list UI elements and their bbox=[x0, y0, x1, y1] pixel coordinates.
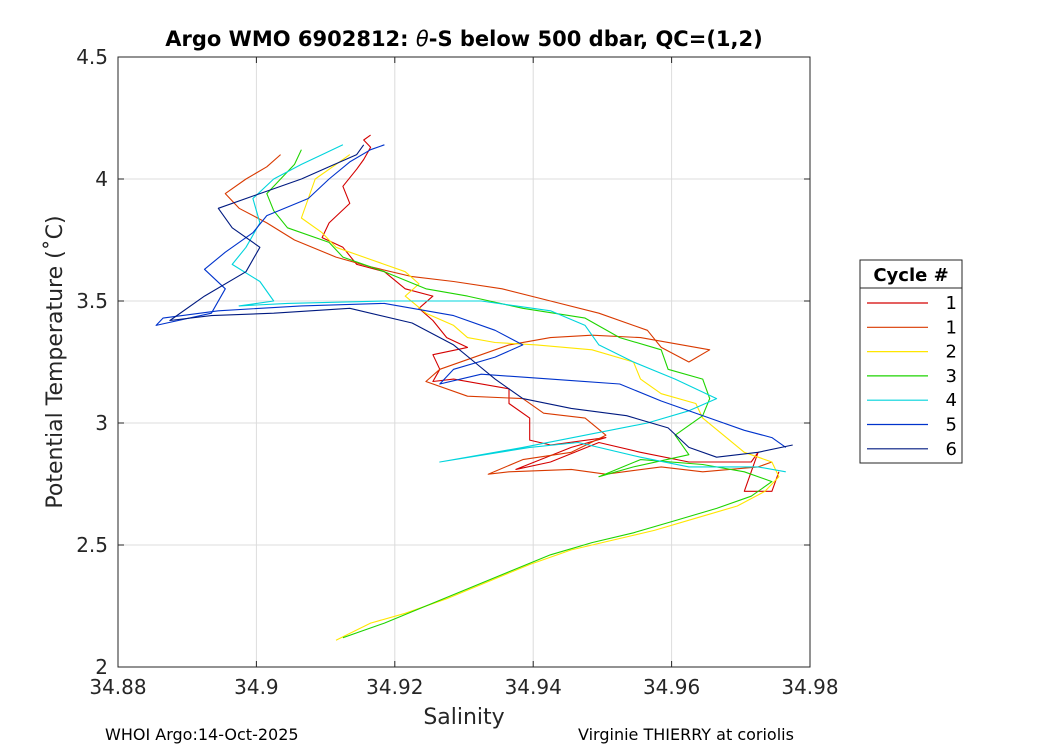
footer-left: WHOI Argo:14-Oct-2025 bbox=[105, 725, 299, 744]
legend-title: Cycle # bbox=[873, 265, 948, 286]
series-line-cycle-3-3 bbox=[266, 149, 773, 639]
legend-items: 1 1 2 3 4 5 6 bbox=[867, 293, 957, 460]
chart-title-suffix: -S below 500 dbar, QC=(1,2) bbox=[429, 27, 763, 51]
legend-label: 3 bbox=[946, 366, 957, 387]
series-line-cycle-4-4 bbox=[231, 144, 786, 473]
series-line-cycle-2-2 bbox=[300, 154, 780, 641]
x-tick-label: 34.98 bbox=[781, 675, 838, 699]
chart-title: Argo WMO 6902812: θ-S below 500 dbar, QC… bbox=[165, 27, 762, 51]
series-layer bbox=[155, 134, 793, 641]
y-tick-label: 2 bbox=[95, 655, 108, 679]
x-tick-label: 34.96 bbox=[643, 675, 700, 699]
legend-box bbox=[859, 259, 963, 464]
grid-lines bbox=[118, 57, 810, 667]
axis-ticks: 34.88 34.9 34.92 34.94 34.96 34.98 2 2.5 3 3.5 4 4.… bbox=[76, 45, 838, 699]
chart-title-theta: θ bbox=[416, 27, 429, 51]
y-tick-label: 4.5 bbox=[76, 45, 108, 69]
x-axis-label: Salinity bbox=[423, 705, 504, 730]
y-axis-label: Potential Temperature (˚C) bbox=[43, 215, 68, 508]
legend-label: 4 bbox=[946, 390, 957, 411]
legend-label: 6 bbox=[946, 439, 957, 460]
x-tick-label: 34.9 bbox=[234, 675, 279, 699]
legend-label: 1 bbox=[946, 293, 957, 314]
y-tick-label: 2.5 bbox=[76, 533, 108, 557]
y-tick-label: 4 bbox=[95, 167, 108, 191]
series-line-cycle-5-5 bbox=[155, 144, 787, 448]
legend-label: 5 bbox=[946, 415, 957, 436]
y-tick-label: 3 bbox=[95, 411, 108, 435]
footer-right: Virginie THIERRY at coriolis bbox=[578, 725, 794, 744]
x-tick-label: 34.88 bbox=[89, 675, 146, 699]
legend-label: 1 bbox=[946, 317, 957, 338]
x-tick-label: 34.94 bbox=[505, 675, 562, 699]
legend: Cycle # 1 1 2 3 4 5 6 bbox=[859, 259, 963, 464]
series-line-cycle-6-6 bbox=[169, 144, 793, 458]
axes-box bbox=[117, 56, 811, 668]
legend-label: 2 bbox=[946, 342, 957, 363]
x-tick-label: 34.92 bbox=[366, 675, 423, 699]
chart-title-prefix: Argo WMO 6902812: bbox=[165, 27, 416, 51]
y-tick-label: 3.5 bbox=[76, 289, 108, 313]
series-line-cycle-1-1 bbox=[224, 154, 773, 475]
